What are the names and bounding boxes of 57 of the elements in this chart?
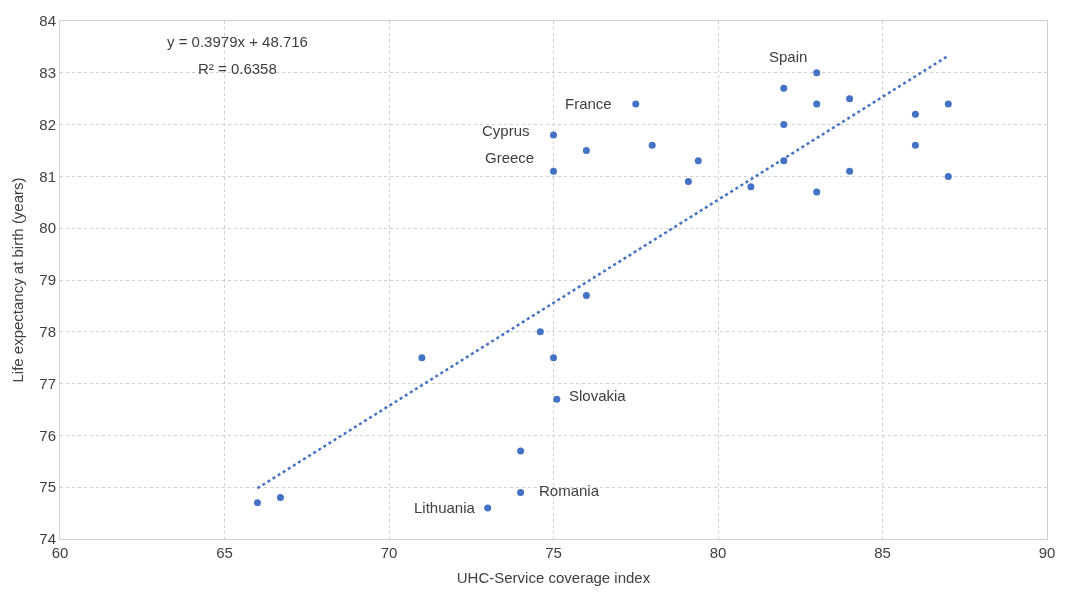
point (536, 328, 544, 336)
point (813, 188, 821, 196)
point (911, 110, 919, 118)
point (517, 447, 525, 455)
point (582, 292, 590, 300)
point (747, 183, 755, 191)
point (846, 95, 854, 103)
point (648, 141, 656, 149)
annotation: France (565, 95, 612, 112)
x-tick-label: 75 (545, 544, 562, 561)
point (684, 178, 692, 186)
point (276, 494, 284, 502)
point (780, 157, 788, 165)
x-tick-label: 65 (216, 544, 233, 561)
x-tick-label: 80 (709, 544, 727, 561)
y-tick-label: 78 (39, 323, 56, 341)
x-tick-label: 70 (380, 544, 398, 561)
annotation: Greece (485, 149, 535, 166)
y-tick-label: 77 (39, 374, 56, 392)
point (550, 131, 557, 139)
y-tick-label: 84 (39, 12, 56, 30)
annotation: Lithuania (414, 499, 476, 516)
point (418, 354, 426, 362)
point (813, 69, 821, 77)
y-axis-title: Life expectancy at birth (years) (8, 177, 26, 383)
x-tick-label: 90 (1038, 544, 1056, 561)
point (553, 395, 561, 403)
point (582, 147, 590, 154)
annotation: R² = 0.6358 (198, 60, 277, 77)
point (944, 100, 952, 108)
point (813, 100, 821, 108)
point (780, 84, 788, 92)
point (253, 499, 261, 507)
annotation: Romania (539, 482, 600, 499)
point (846, 167, 854, 175)
point (694, 157, 702, 165)
annotation: Spain (769, 48, 808, 65)
x-axis-title: UHC-Service coverage index (456, 569, 651, 586)
point (780, 121, 788, 129)
y-tick-label: 83 (39, 64, 56, 82)
annotation: Slovakia (569, 387, 627, 404)
annotation: Cyprus (482, 122, 530, 139)
point (911, 141, 919, 149)
y-tick-label: 80 (39, 219, 56, 237)
point (517, 488, 525, 496)
point (944, 172, 952, 180)
y-tick-label: 82 (39, 115, 56, 133)
point (632, 100, 640, 108)
y-tick-label: 76 (39, 426, 56, 444)
y-tick-label: 75 (39, 478, 56, 496)
point (550, 354, 557, 362)
x-tick-label: 85 (874, 544, 891, 561)
annotation: y = 0.3979x + 48.716 (167, 33, 308, 50)
y-tick-label: 79 (39, 271, 56, 289)
point (550, 167, 557, 175)
point (484, 504, 492, 512)
y-tick-label: 81 (39, 167, 56, 185)
